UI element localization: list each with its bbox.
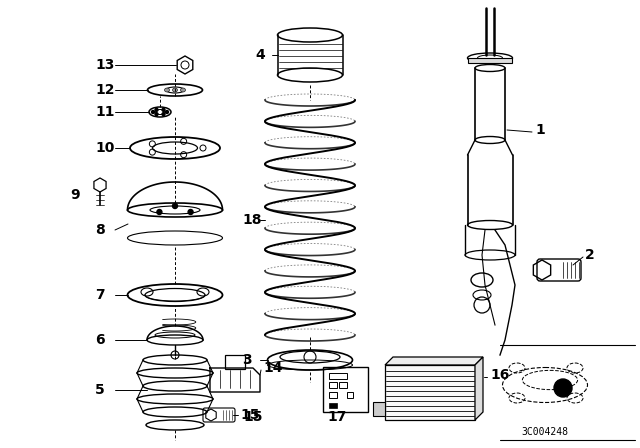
- Text: 14: 14: [263, 361, 282, 375]
- Text: 5: 5: [95, 383, 105, 397]
- Text: 1: 1: [535, 123, 545, 137]
- Circle shape: [166, 111, 168, 113]
- Text: 15: 15: [240, 408, 259, 422]
- Circle shape: [155, 108, 158, 112]
- Text: 15: 15: [243, 410, 262, 424]
- Bar: [329, 403, 337, 408]
- Polygon shape: [385, 365, 475, 420]
- Bar: [329, 392, 337, 398]
- Ellipse shape: [164, 88, 170, 92]
- Circle shape: [173, 203, 177, 208]
- Bar: [329, 382, 337, 388]
- Text: 6: 6: [95, 333, 104, 347]
- Circle shape: [162, 112, 165, 116]
- Bar: [347, 392, 353, 398]
- Text: 11: 11: [95, 105, 115, 119]
- Text: 3C004248: 3C004248: [522, 427, 568, 437]
- Circle shape: [152, 111, 154, 113]
- Text: 17: 17: [327, 410, 347, 424]
- Bar: [329, 373, 347, 379]
- Bar: [323, 367, 368, 412]
- Text: 12: 12: [95, 83, 115, 97]
- Polygon shape: [475, 357, 483, 420]
- Text: 10: 10: [95, 141, 115, 155]
- Text: 8: 8: [95, 223, 105, 237]
- Bar: [468, 58, 512, 63]
- Bar: [225, 355, 245, 369]
- Text: 13: 13: [95, 58, 115, 72]
- Circle shape: [157, 210, 162, 215]
- Circle shape: [188, 210, 193, 215]
- Bar: [339, 382, 347, 388]
- Circle shape: [162, 108, 165, 112]
- Circle shape: [155, 112, 158, 116]
- Ellipse shape: [180, 88, 186, 92]
- Text: 2: 2: [585, 248, 595, 262]
- Circle shape: [554, 379, 572, 397]
- Polygon shape: [385, 357, 483, 365]
- Ellipse shape: [173, 88, 177, 92]
- Text: 9: 9: [70, 188, 80, 202]
- Text: 4: 4: [255, 48, 265, 62]
- Bar: [373, 402, 385, 416]
- Text: 16: 16: [490, 368, 509, 382]
- Text: 7: 7: [95, 288, 104, 302]
- Text: 3: 3: [242, 353, 252, 367]
- Text: 18: 18: [242, 213, 262, 227]
